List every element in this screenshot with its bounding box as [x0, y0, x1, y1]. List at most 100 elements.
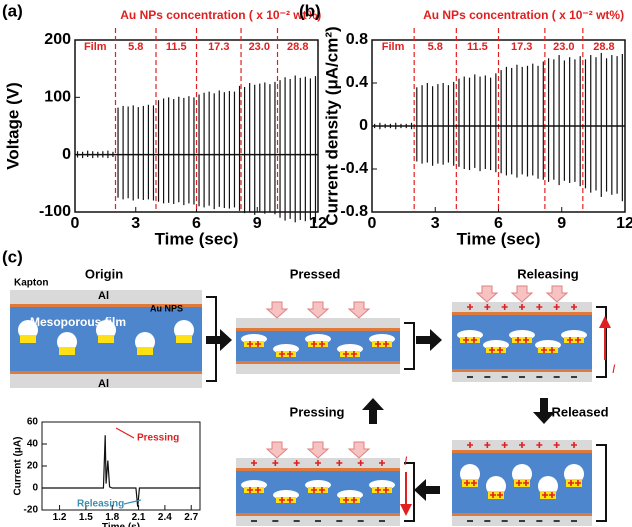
plus-sign — [336, 460, 343, 466]
al-layer — [236, 364, 400, 374]
state-title: Released — [551, 404, 608, 419]
plus-sign — [489, 347, 495, 353]
plus-sign — [516, 480, 522, 486]
plus-sign — [343, 351, 349, 357]
plus-sign — [463, 337, 469, 343]
current-trace — [42, 435, 200, 507]
layer-label: Au NPS — [150, 303, 183, 313]
kapton-layer — [452, 450, 592, 453]
y-tick-label: 60 — [27, 417, 39, 428]
plus-sign — [575, 337, 581, 343]
y-tick-label: 0.4 — [346, 74, 368, 91]
plus-sign — [484, 442, 491, 448]
au-np — [98, 335, 114, 343]
plus-sign — [251, 460, 257, 466]
y-tick-label: 20 — [27, 461, 39, 472]
x-tick-label: 2.1 — [132, 512, 146, 523]
y-tick-label: -100 — [39, 203, 71, 220]
x-tick-label: 12 — [309, 215, 327, 232]
plus-sign — [553, 304, 560, 310]
x-tick-label: 2.7 — [184, 512, 198, 523]
y-tick-label: -0.4 — [340, 160, 368, 177]
layer-label: Al — [98, 290, 109, 302]
state-title: Pressing — [290, 404, 345, 419]
annotation-arrow — [123, 499, 142, 505]
plus-sign — [287, 497, 293, 503]
plus-sign — [471, 480, 477, 486]
plus-sign — [247, 341, 253, 347]
y-tick-label: 100 — [44, 89, 71, 106]
y-tick-label: -20 — [24, 505, 39, 516]
devices — [10, 285, 607, 526]
bracket — [206, 296, 217, 382]
plus-sign — [383, 487, 389, 493]
x-tick-label: 2.4 — [158, 512, 172, 523]
y-axis-title: Current (μA) — [13, 437, 24, 496]
kapton-layer — [10, 371, 202, 374]
press-arrow — [306, 441, 330, 459]
segment-label: 23.0 — [553, 41, 574, 53]
kapton-layer — [452, 312, 592, 315]
au-np — [244, 487, 264, 493]
press-arrow — [265, 441, 289, 459]
plus-sign — [484, 304, 491, 310]
x-tick-label: 1.8 — [105, 512, 119, 523]
plus-sign — [515, 337, 521, 343]
layer-label: Mesoporous film — [30, 315, 126, 329]
plus-sign — [568, 480, 574, 486]
annotation-arrow — [115, 427, 135, 439]
au-np — [460, 337, 480, 343]
y-tick-label: 0.8 — [346, 31, 368, 48]
plus-sign — [523, 480, 529, 486]
segment-label: 28.8 — [593, 41, 614, 53]
plus-sign — [497, 492, 503, 498]
plus-sign — [575, 480, 581, 486]
plus-sign — [351, 497, 357, 503]
plus-sign — [464, 480, 470, 486]
y-tick-label: -0.8 — [340, 203, 368, 220]
plus-sign — [272, 460, 279, 466]
kapton-layer — [236, 328, 400, 331]
plus-sign — [379, 460, 385, 466]
plus-sign — [467, 304, 473, 310]
bracket — [596, 444, 607, 522]
au-np — [308, 341, 328, 347]
x-axis-title: Time (sec) — [457, 229, 541, 248]
segment-header: Au NPs concentration ( x 10⁻² wt%) — [423, 8, 624, 22]
kapton-layer — [236, 468, 400, 471]
au-np — [372, 487, 392, 493]
plus-sign — [255, 487, 261, 493]
plus-sign — [501, 304, 508, 310]
press-arrow — [306, 301, 330, 319]
au-np — [276, 497, 296, 503]
state-title: Pressed — [290, 266, 341, 281]
au-np — [20, 335, 36, 343]
al-layer — [10, 290, 202, 304]
layer-label: Kapton — [14, 278, 48, 289]
panel-label: (c) — [2, 247, 23, 266]
y-tick-label: 40 — [27, 439, 39, 450]
segment-label: 11.5 — [467, 41, 488, 53]
au-np — [538, 347, 558, 353]
plus-sign — [279, 351, 285, 357]
au-np — [176, 335, 192, 343]
annotation: Releasing — [77, 499, 124, 510]
au-np — [59, 347, 75, 355]
au-np — [340, 497, 360, 503]
x-tick-label: 1.2 — [53, 512, 67, 523]
panel-label: (a) — [2, 1, 23, 20]
current-symbol: I — [404, 454, 408, 468]
plus-sign — [490, 492, 496, 498]
press-arrow — [510, 285, 534, 303]
plus-sign — [541, 347, 547, 353]
state-title: Origin — [85, 266, 123, 281]
segment-label: 17.3 — [511, 41, 532, 53]
plus-sign — [293, 460, 300, 466]
current-symbol: I — [612, 362, 616, 376]
bracket — [404, 462, 415, 522]
plus-sign — [319, 487, 325, 493]
segment-label: Film — [382, 41, 405, 53]
plus-sign — [287, 351, 293, 357]
plus-sign — [255, 341, 261, 347]
